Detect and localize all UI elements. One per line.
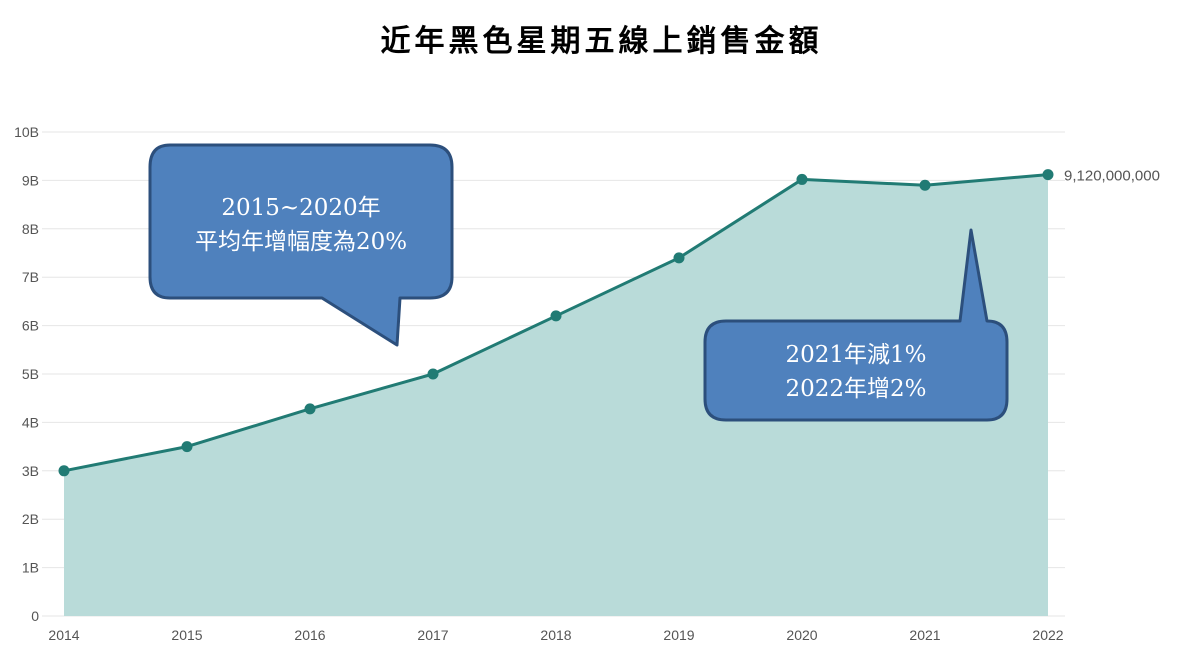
data-point-2018 xyxy=(550,310,562,322)
callout-text: 2015~2020年 xyxy=(221,195,380,221)
callout-text: 平均年增幅度為20% xyxy=(195,229,407,255)
x-tick-label: 2014 xyxy=(48,627,79,643)
y-tick-label: 6B xyxy=(22,318,39,334)
y-tick-label: 3B xyxy=(22,463,39,479)
callout-bubble xyxy=(703,228,1009,422)
data-point-2019 xyxy=(673,252,685,264)
area-fill-layer xyxy=(64,174,1048,617)
x-tick-label: 2015 xyxy=(171,627,202,643)
x-tick-label: 2016 xyxy=(294,627,325,643)
callout-text: 2021年減1% xyxy=(785,342,926,368)
y-tick-label: 7B xyxy=(22,269,39,285)
chart-title: 近年黑色星期五線上銷售金額 xyxy=(380,24,823,59)
end-value-label: 9,120,000,000 xyxy=(1064,168,1160,185)
x-tick-label: 2017 xyxy=(417,627,448,643)
y-axis-ticks: 0 1B 2B 3B 4B 5B 6B 7B 8B 9B 10B xyxy=(14,124,39,624)
y-tick-label: 8B xyxy=(22,221,39,237)
y-tick-label: 0 xyxy=(31,608,39,624)
x-tick-label: 2022 xyxy=(1032,627,1063,643)
y-tick-label: 5B xyxy=(22,366,39,382)
y-tick-label: 10B xyxy=(14,124,39,140)
x-tick-label: 2020 xyxy=(786,627,817,643)
x-tick-label: 2018 xyxy=(540,627,571,643)
data-point-2017 xyxy=(427,368,439,380)
data-point-2015 xyxy=(181,441,193,453)
callout-text: 2022年增2% xyxy=(785,376,926,402)
x-tick-label: 2019 xyxy=(663,627,694,643)
callout-bubble xyxy=(148,143,454,347)
y-tick-label: 1B xyxy=(22,560,39,576)
y-tick-label: 9B xyxy=(22,172,39,188)
data-point-2014 xyxy=(58,465,70,477)
y-tick-label: 2B xyxy=(22,511,39,527)
x-axis-ticks: 2014 2015 2016 2017 2018 2019 2020 2021 2022 xyxy=(48,627,1063,643)
data-point-2022 xyxy=(1042,169,1054,181)
y-tick-label: 4B xyxy=(22,414,39,430)
x-tick-label: 2021 xyxy=(909,627,940,643)
data-point-2016 xyxy=(304,403,316,415)
data-points: 9,120,000,000 xyxy=(58,168,1160,477)
data-point-2020 xyxy=(796,173,808,185)
area-fill xyxy=(64,174,1048,617)
data-point-2021 xyxy=(919,179,931,191)
